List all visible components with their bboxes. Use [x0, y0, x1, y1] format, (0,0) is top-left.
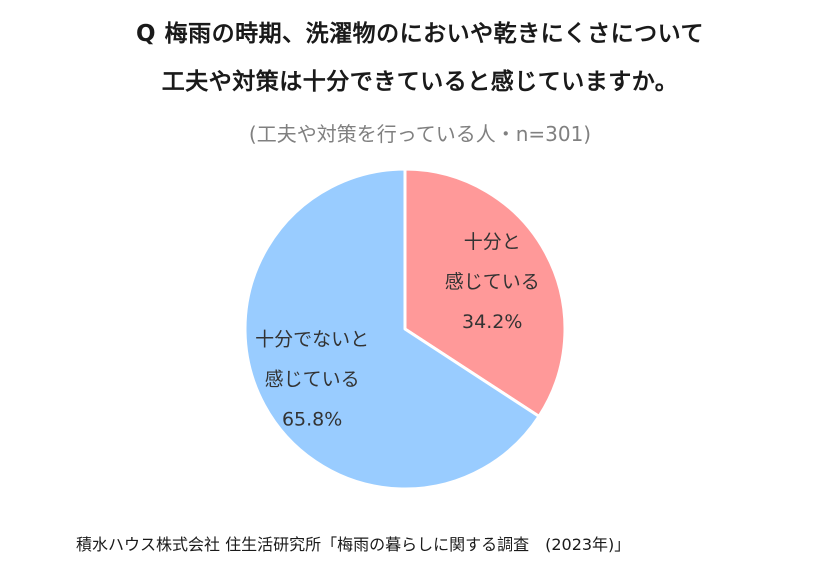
source-citation: 積水ハウス株式会社 住生活研究所「梅雨の暮らしに関する調査 (2023年)」 — [76, 535, 631, 554]
slice-value-label-2: 65.8% — [282, 408, 342, 430]
chart-title-line-1: Q 梅雨の時期、洗濯物のにおいや乾きにくさについて — [136, 21, 704, 47]
chart-title-line-2: 工夫や対策は十分できていると感じていますか。 — [161, 69, 679, 95]
slice-category-label-1: 十分と — [464, 231, 521, 253]
slice-category-label-1: 感じている — [445, 271, 540, 293]
slice-category-label-2: 十分でないと — [255, 328, 369, 350]
slice-value-label-1: 34.2% — [462, 311, 522, 333]
chart-subtitle: (工夫や対策を行っている人・n=301) — [248, 122, 592, 146]
slice-category-label-2: 感じている — [265, 368, 360, 390]
pie-slice-2 — [243, 167, 541, 491]
